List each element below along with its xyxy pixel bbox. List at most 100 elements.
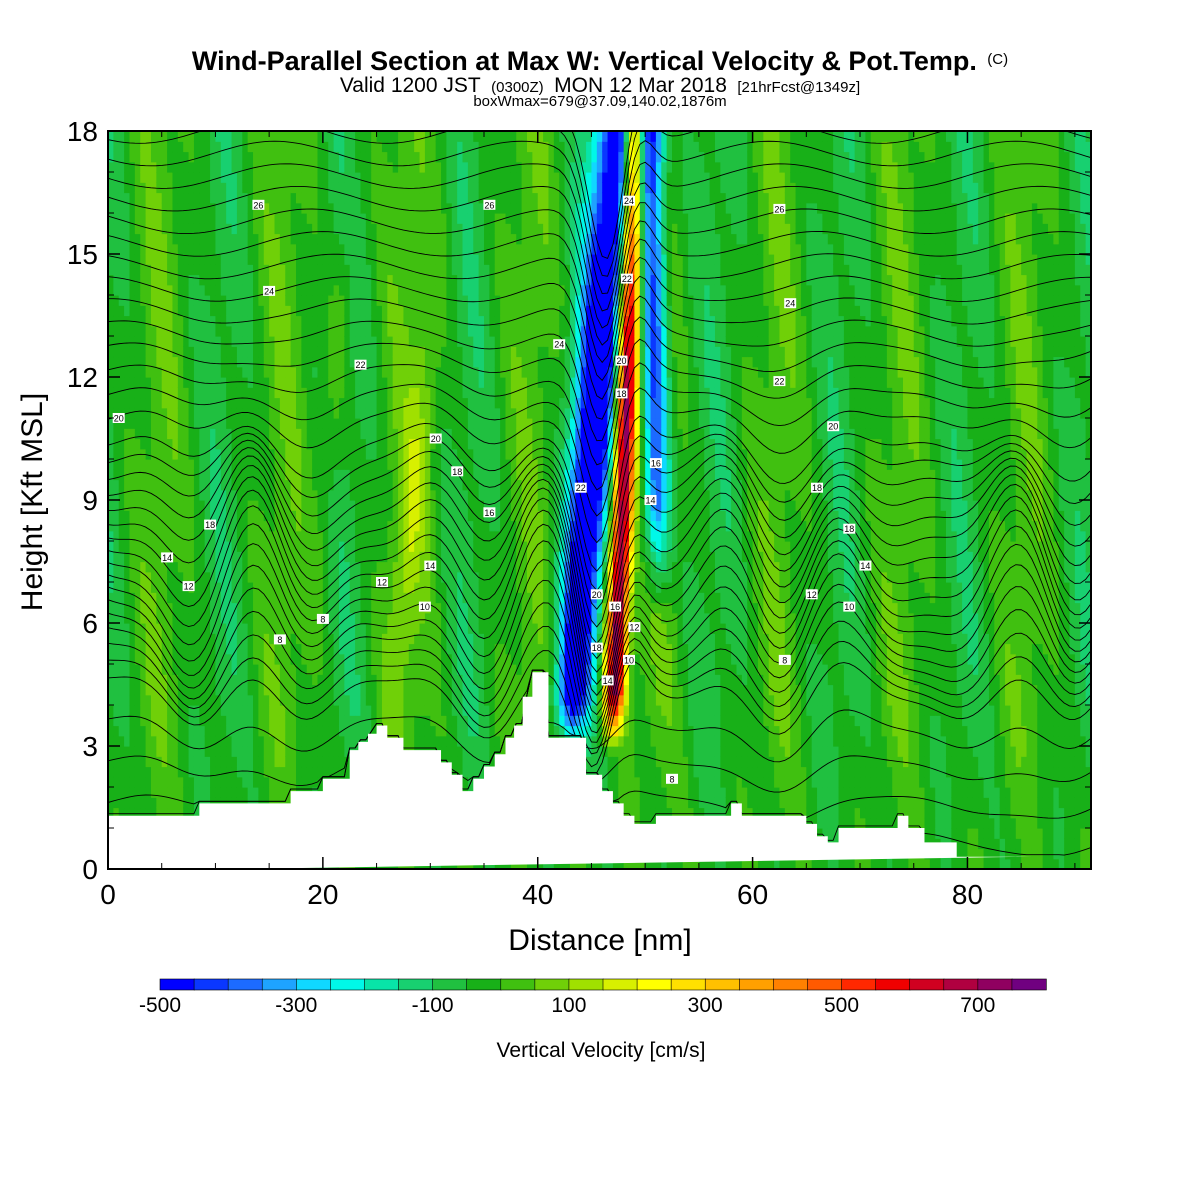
field-cell	[333, 377, 340, 388]
field-cell	[210, 428, 217, 440]
field-cell	[242, 346, 249, 358]
field-cell	[118, 653, 125, 665]
field-cell	[124, 623, 131, 634]
field-cell	[424, 520, 431, 532]
field-cell	[398, 612, 405, 624]
field-cell	[140, 746, 147, 757]
field-cell	[242, 551, 249, 563]
field-cell	[156, 131, 163, 142]
field-cell	[365, 346, 372, 358]
field-cell	[430, 551, 437, 563]
field-cell	[457, 664, 464, 675]
field-cell	[210, 725, 217, 737]
field-cell	[392, 530, 399, 542]
field-cell	[441, 592, 448, 604]
field-cell	[215, 202, 222, 214]
field-cell	[424, 459, 431, 470]
field-cell	[253, 264, 259, 276]
field-cell	[188, 325, 195, 337]
field-cell	[113, 489, 120, 501]
field-cell	[253, 797, 259, 809]
field-cell	[274, 787, 281, 798]
field-cell	[296, 459, 302, 470]
field-cell	[312, 151, 319, 163]
field-cell	[328, 141, 335, 153]
field-cell	[285, 366, 292, 378]
field-cell	[435, 233, 442, 245]
field-cell	[441, 254, 448, 265]
field-cell	[290, 725, 297, 737]
field-cell	[312, 131, 319, 142]
field-cell	[134, 305, 141, 317]
field-cell	[215, 746, 222, 757]
field-cell	[333, 571, 340, 583]
field-cell	[414, 582, 421, 593]
field-cell	[344, 530, 351, 542]
field-cell	[322, 213, 329, 224]
field-cell	[344, 623, 351, 634]
field-cell	[462, 428, 469, 440]
field-cell	[215, 459, 222, 470]
field-cell	[424, 541, 431, 552]
field-cell	[392, 141, 399, 153]
field-cell	[376, 223, 383, 235]
field-cell	[312, 623, 319, 634]
field-cell	[322, 510, 329, 522]
field-cell	[242, 284, 249, 296]
field-cell	[430, 705, 437, 716]
field-cell	[306, 776, 313, 788]
field-cell	[215, 612, 222, 624]
field-cell	[376, 182, 383, 194]
field-cell	[430, 325, 437, 337]
field-cell	[360, 510, 367, 522]
field-cell	[124, 479, 131, 491]
field-cell	[290, 418, 297, 429]
field-cell	[236, 151, 243, 163]
field-cell	[199, 776, 206, 788]
field-cell	[306, 602, 313, 614]
field-cell	[301, 233, 308, 245]
field-cell	[124, 551, 131, 563]
field-cell	[322, 674, 329, 686]
field-cell	[140, 674, 147, 686]
field-cell	[161, 541, 168, 552]
field-cell	[183, 510, 190, 522]
field-cell	[145, 387, 152, 399]
chart-title: Wind-Parallel Section at Max W: Vertical…	[192, 46, 977, 76]
field-cell	[199, 653, 206, 665]
field-cell	[285, 192, 292, 204]
field-cell	[381, 151, 388, 163]
field-cell	[322, 735, 329, 747]
field-cell	[365, 633, 372, 645]
field-cell	[113, 787, 120, 798]
field-cell	[253, 530, 259, 542]
field-cell	[220, 746, 227, 757]
field-cell	[301, 387, 308, 399]
field-cell	[328, 725, 335, 737]
field-cell	[441, 428, 448, 440]
field-cell	[355, 715, 362, 727]
field-cell	[215, 387, 222, 399]
field-cell	[204, 541, 211, 552]
field-cell	[263, 428, 270, 440]
field-cell	[408, 254, 415, 265]
field-cell	[226, 407, 233, 419]
field-cell	[177, 366, 184, 378]
field-cell	[446, 530, 453, 542]
field-cell	[247, 284, 254, 296]
field-cell	[236, 725, 243, 737]
field-cell	[349, 192, 356, 204]
field-cell	[467, 407, 474, 419]
field-cell	[242, 797, 249, 809]
field-cell	[419, 284, 426, 296]
field-cell	[387, 500, 394, 511]
field-cell	[242, 705, 249, 716]
field-cell	[118, 448, 125, 460]
field-cell	[199, 213, 206, 224]
field-cell	[419, 141, 426, 153]
field-cell	[269, 243, 276, 255]
field-cell	[296, 541, 302, 552]
field-cell	[193, 705, 200, 716]
field-cell	[424, 315, 431, 327]
field-cell	[306, 623, 313, 634]
